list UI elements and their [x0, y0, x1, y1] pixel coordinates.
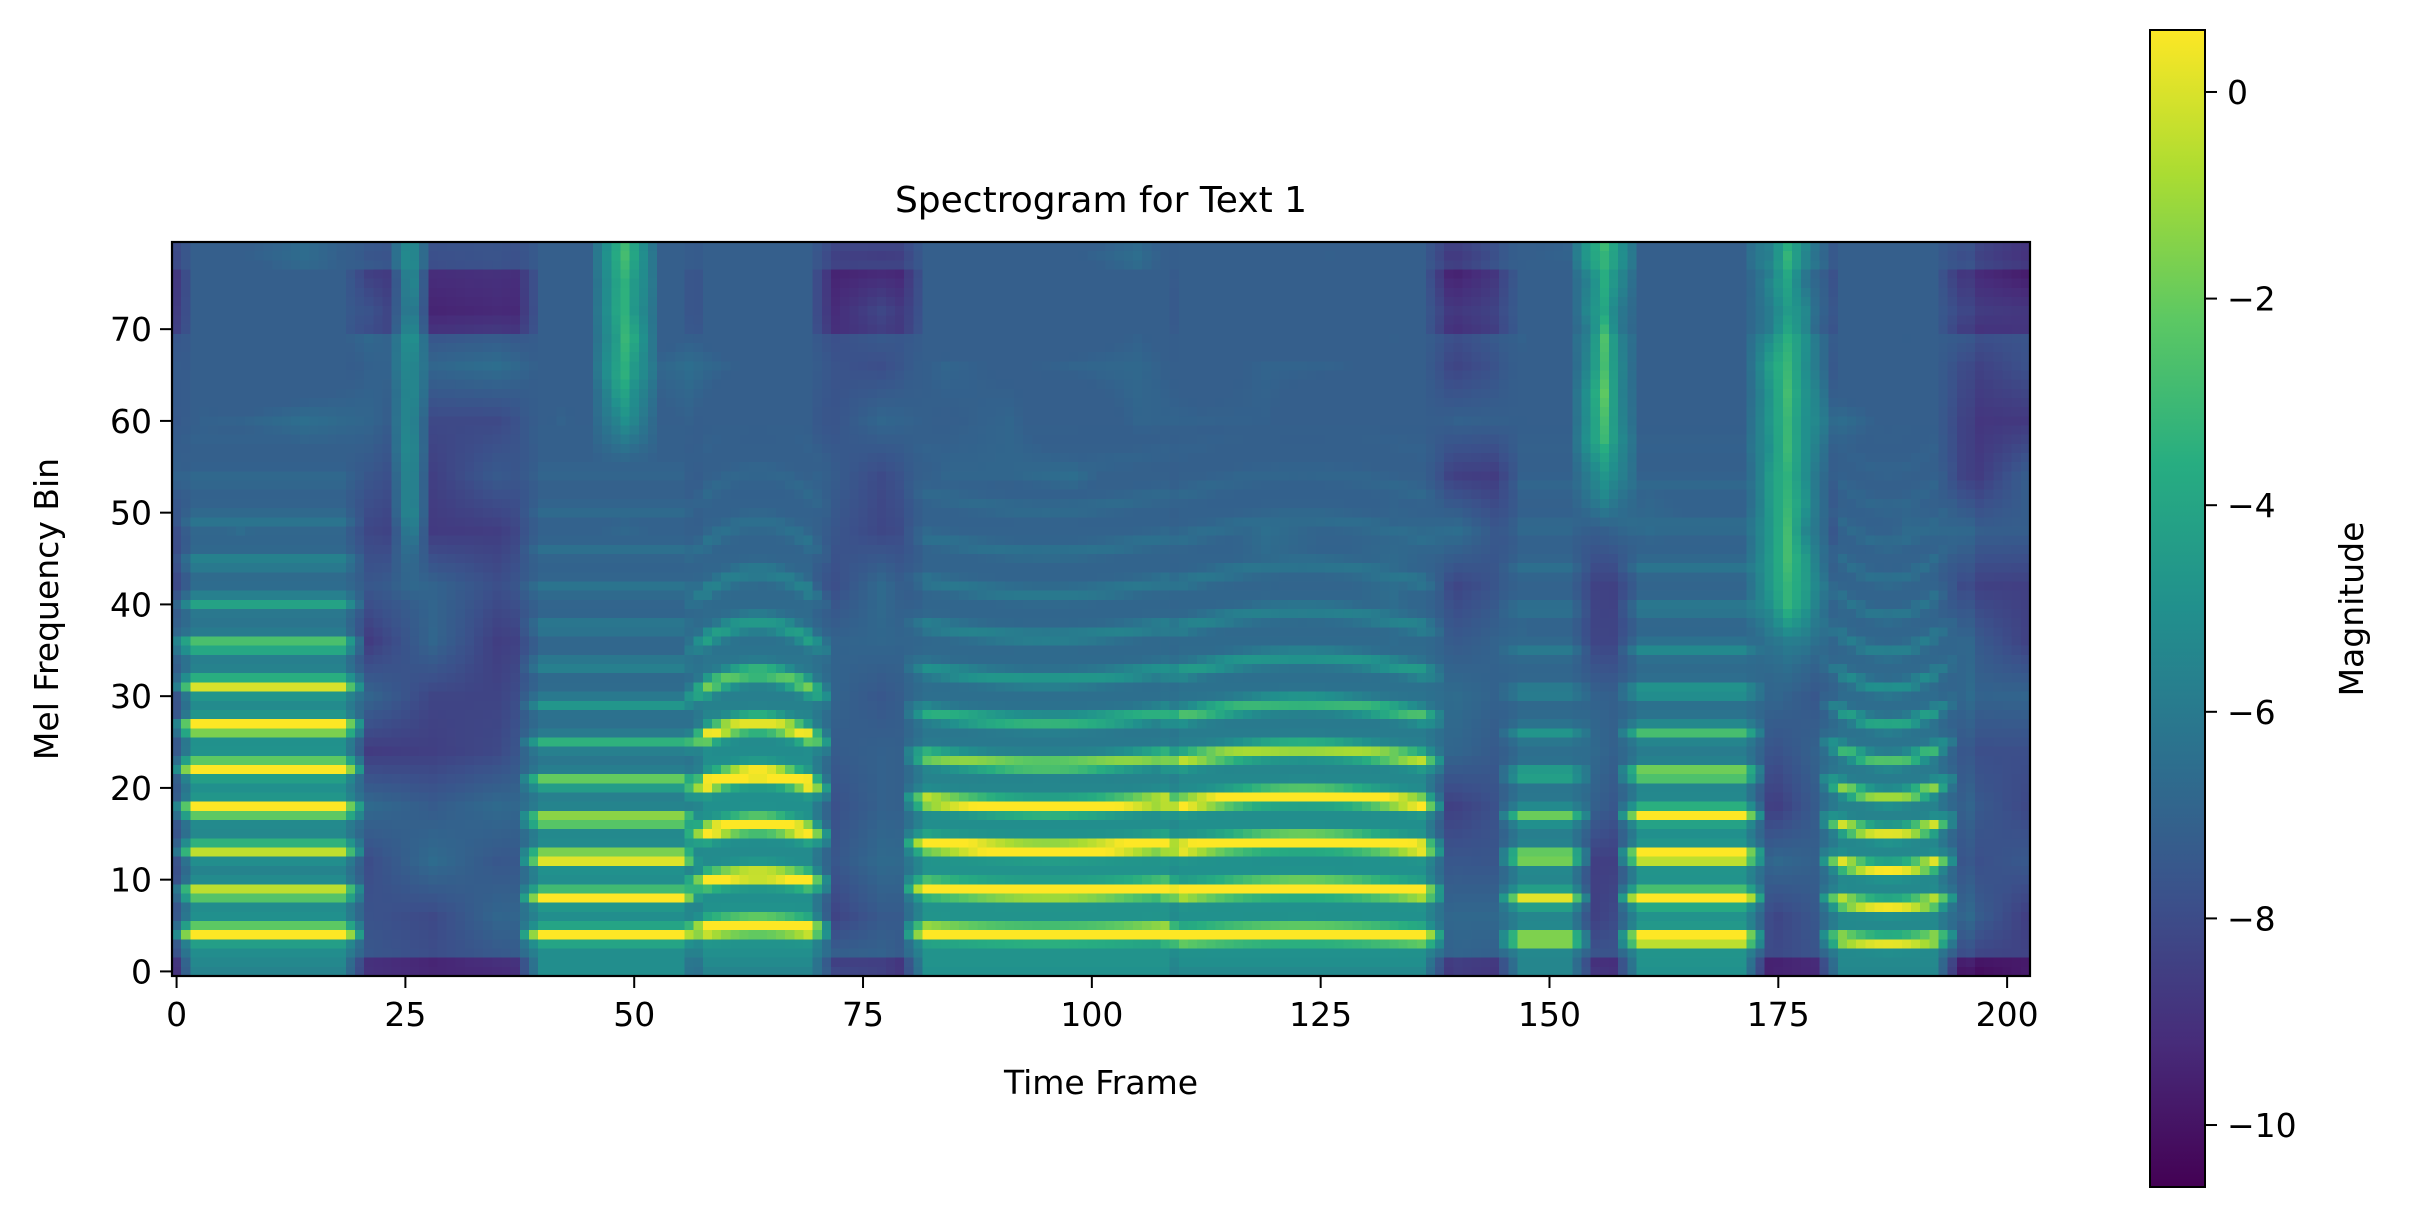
chart-title: Spectrogram for Text 1	[895, 180, 1307, 221]
colorbar-ticks: 0 −2 −4 −6 −8 −10	[2205, 73, 2297, 1145]
plot-frame	[170, 240, 2032, 978]
x-axis-ticks: 0 25 50 75 100 125 150 175 200	[166, 976, 2039, 1034]
colorbar-label: Magnitude	[2332, 522, 2371, 697]
x-tick-label: 175	[1747, 995, 1810, 1034]
colorbar-tick-label: −8	[2227, 899, 2276, 938]
x-tick-label: 125	[1289, 995, 1352, 1034]
colorbar-tick-label: 0	[2227, 73, 2248, 112]
heatmap-image	[172, 242, 2030, 976]
heatmap-plot-area	[170, 240, 2032, 978]
y-tick-label: 50	[110, 494, 152, 533]
y-tick-label: 0	[131, 952, 152, 991]
y-tick-label: 40	[110, 585, 152, 624]
x-tick-label: 150	[1518, 995, 1581, 1034]
colorbar: 0 −2 −4 −6 −8 −10 Magnitude	[2149, 29, 2371, 1188]
y-tick-label: 10	[110, 861, 152, 900]
x-tick-label: 75	[842, 995, 884, 1034]
y-tick-label: 20	[110, 769, 152, 808]
colorbar-tick-label: −4	[2227, 486, 2276, 525]
y-tick-label: 60	[110, 402, 152, 441]
x-tick-label: 0	[166, 995, 187, 1034]
x-tick-label: 100	[1060, 995, 1123, 1034]
colorbar-tick-label: −2	[2227, 280, 2276, 319]
x-tick-label: 25	[384, 995, 426, 1034]
colorbar-gradient	[2149, 29, 2206, 1188]
colorbar-tick-label: −10	[2227, 1106, 2297, 1145]
colorbar-tick-label: −6	[2227, 693, 2276, 732]
y-axis-ticks: 0 10 20 30 40 50 60 70	[110, 310, 172, 991]
y-tick-label: 30	[110, 677, 152, 716]
y-tick-label: 70	[110, 310, 152, 349]
x-tick-label: 200	[1976, 995, 2039, 1034]
y-axis-label: Mel Frequency Bin	[27, 458, 66, 760]
x-tick-label: 50	[613, 995, 655, 1034]
x-axis-label: Time Frame	[1003, 1063, 1198, 1102]
